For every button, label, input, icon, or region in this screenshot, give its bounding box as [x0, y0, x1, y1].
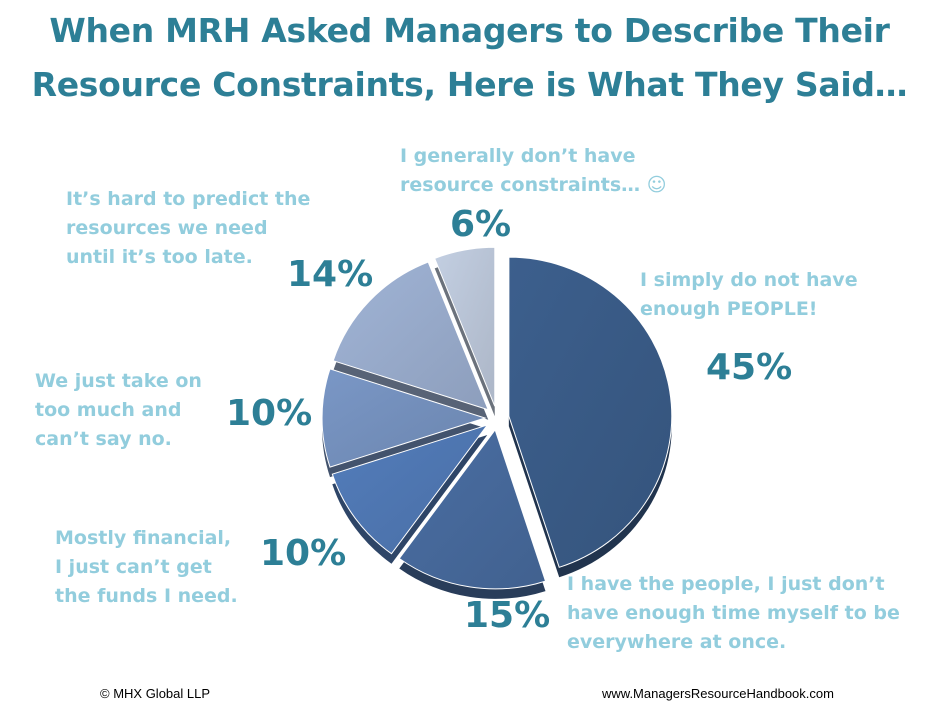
slice-label-none: I generally don’t have resource constrai…: [400, 142, 667, 200]
slice-label-line: resource constraints… ☺: [400, 174, 667, 196]
slice-label-line: enough PEOPLE!: [640, 298, 818, 320]
slice-label-people: I simply do not have enough PEOPLE!: [640, 266, 858, 324]
slice-percent-none: 6%: [450, 204, 512, 245]
pie-slice-overcommit: [321, 368, 487, 468]
slice-label-line: the funds I need.: [55, 585, 238, 607]
slice-label-time: I have the people, I just don’t have eno…: [567, 570, 900, 657]
slice-label-line: I just can’t get: [55, 556, 212, 578]
slice-label-predict: It’s hard to predict the resources we ne…: [66, 185, 310, 272]
slice-percent-people: 45%: [706, 347, 793, 388]
copyright: © MHX Global LLP: [100, 686, 211, 701]
pie-slice-predict: [332, 261, 490, 411]
slice-percent-predict: 14%: [287, 254, 374, 295]
slice-label-line: I generally don’t have: [400, 145, 636, 167]
slice-percent-financial: 10%: [260, 533, 347, 574]
slice-label-line: I have the people, I just don’t: [567, 573, 885, 595]
slice-label-line: everywhere at once.: [567, 631, 787, 653]
pie-slice-time: [398, 428, 547, 590]
slice-label-line: Mostly financial,: [55, 527, 232, 549]
pie-slice-none: [434, 246, 496, 407]
slice-label-line: It’s hard to predict the: [66, 188, 311, 210]
slice-percent-time: 15%: [464, 595, 551, 636]
title-line-2: Resource Constraints, Here is What They …: [31, 65, 908, 104]
slice-percent-overcommit: 10%: [226, 393, 313, 434]
pie-slice-people: [508, 256, 673, 568]
slice-label-line: can’t say no.: [35, 428, 172, 450]
slice-label-line: resources we need: [66, 217, 268, 239]
slice-label-overcommit: We just take on too much and can’t say n…: [35, 367, 202, 454]
slice-label-line: We just take on: [35, 370, 202, 392]
slice-label-line: too much and: [35, 399, 182, 421]
slice-label-line: until it’s too late.: [66, 246, 253, 268]
title-line-1: When MRH Asked Managers to Describe Thei…: [49, 11, 890, 50]
website-url: www.ManagersResourceHandbook.com: [602, 686, 834, 701]
slice-label-line: have enough time myself to be: [567, 602, 900, 624]
pie-slice-financial: [331, 424, 489, 555]
slice-label-financial: Mostly financial, I just can’t get the f…: [55, 524, 238, 611]
slice-label-line: I simply do not have: [640, 269, 858, 291]
chart-title: When MRH Asked Managers to Describe Thei…: [0, 4, 939, 112]
